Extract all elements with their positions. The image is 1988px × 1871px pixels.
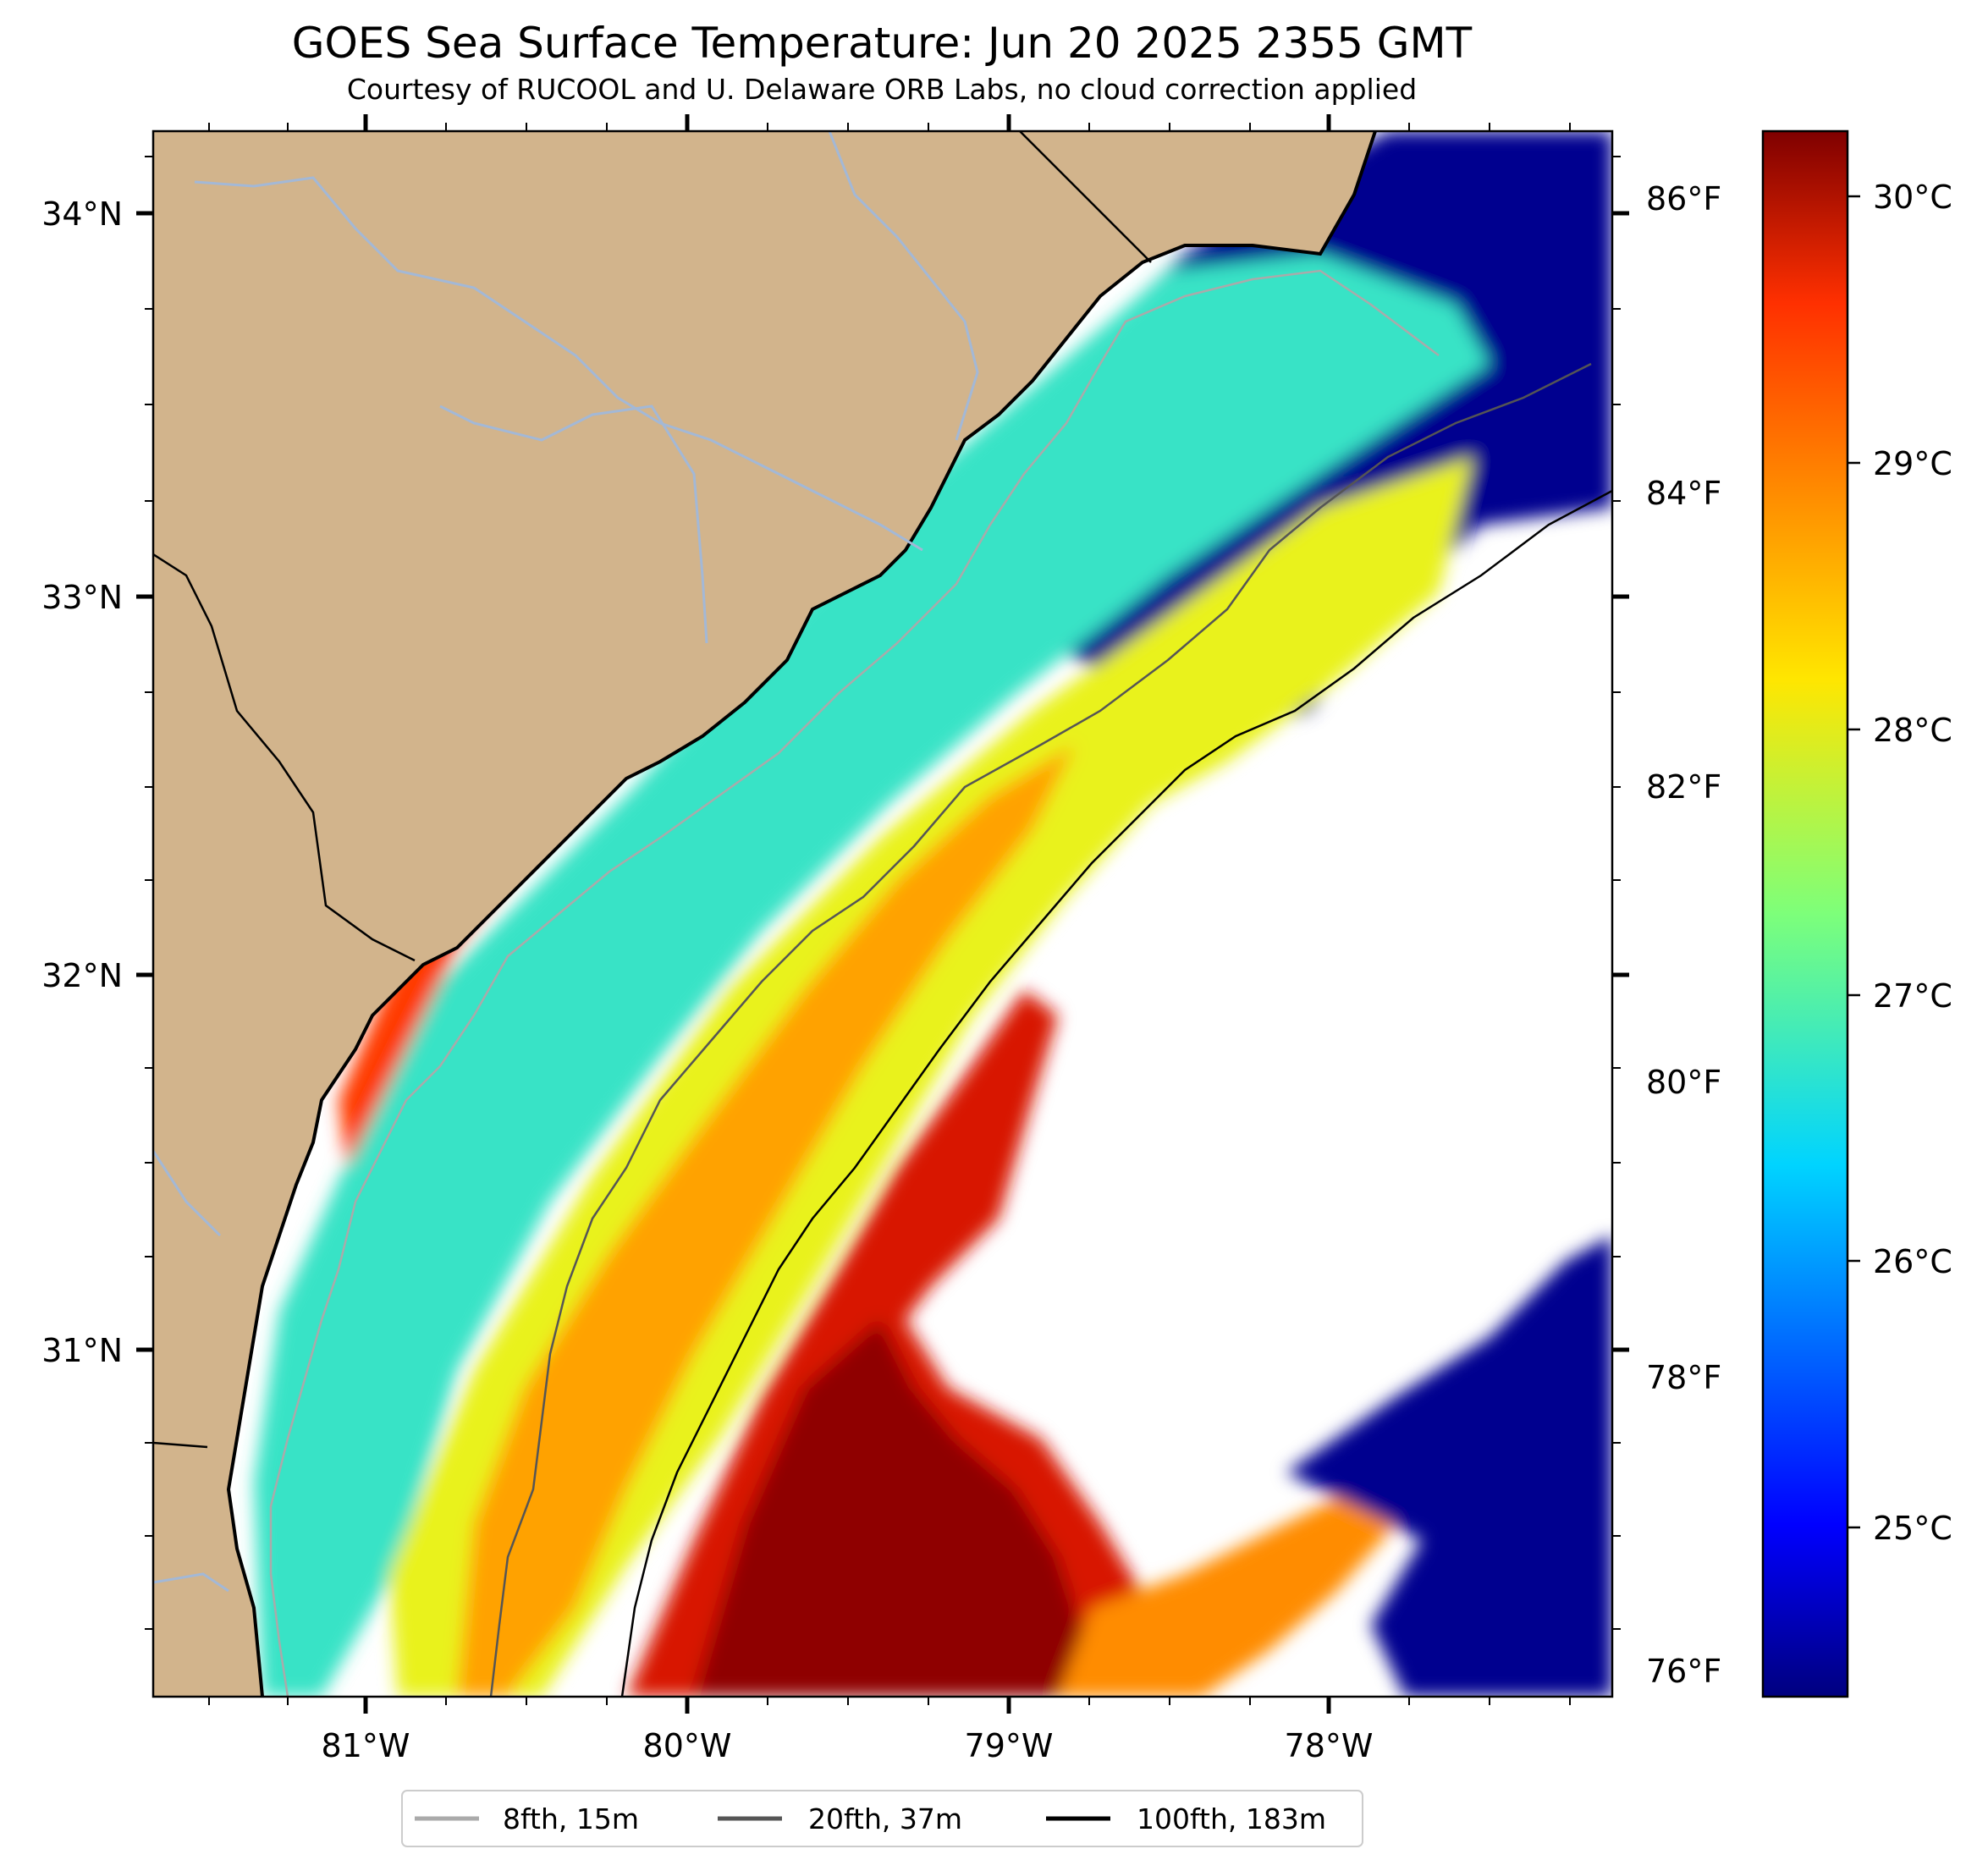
colorbar-label: 28°C xyxy=(1873,712,1952,749)
lat-minor-ticks xyxy=(145,156,1621,1630)
lon-label: 80°W xyxy=(643,1727,732,1764)
lat-label: 34°N xyxy=(41,195,123,233)
sst-region-southeast-warm xyxy=(1058,1489,1396,1697)
rivers xyxy=(153,131,979,1593)
coastline xyxy=(226,131,1377,1697)
lon-label: 79°W xyxy=(965,1727,1054,1764)
isobath-8fth xyxy=(269,269,1440,1697)
map-subtitle: Courtesy of RUCOOL and U. Delaware ORB L… xyxy=(347,73,1417,106)
lat-label: 31°N xyxy=(41,1332,123,1369)
fahrenheit-label: 84°F xyxy=(1646,475,1721,512)
lat-label: 33°N xyxy=(41,579,123,616)
lon-minor-ticks xyxy=(208,123,1571,1705)
colorbar-label: 25°C xyxy=(1873,1510,1952,1547)
fahrenheit-label: 86°F xyxy=(1646,180,1721,217)
land xyxy=(153,131,1375,1697)
fahrenheit-label: 76°F xyxy=(1646,1653,1721,1690)
colorbar-ticks xyxy=(1848,195,1860,1529)
fahrenheit-label: 78°F xyxy=(1646,1359,1721,1396)
lon-label: 81°W xyxy=(322,1727,410,1764)
lat-ticks xyxy=(136,211,1629,1352)
map-frame xyxy=(151,129,1614,1698)
legend-label-20fth: 20fth, 37m xyxy=(808,1802,962,1835)
colorbar-label: 29°C xyxy=(1873,445,1952,482)
sst-region-dark-red xyxy=(694,1320,1083,1697)
sst-region-orange xyxy=(457,745,1075,1697)
colorbar-label: 26°C xyxy=(1873,1243,1952,1280)
map-title: GOES Sea Surface Temperature: Jun 20 202… xyxy=(292,19,1473,68)
sst-region-southeast-cold xyxy=(1286,1235,1612,1697)
state-border xyxy=(1019,131,1152,263)
legend-box xyxy=(401,1790,1363,1847)
map-panel xyxy=(153,131,1612,1697)
lon-ticks xyxy=(363,114,1331,1714)
isobath-100fth xyxy=(620,489,1612,1697)
legend-label-8fth: 8fth, 15m xyxy=(503,1802,639,1835)
state-border xyxy=(153,1441,208,1449)
lat-label: 32°N xyxy=(41,957,123,994)
fahrenheit-label: 80°F xyxy=(1646,1064,1721,1101)
colorbar-label: 30°C xyxy=(1873,179,1952,216)
colorbar xyxy=(1761,129,1849,1698)
colorbar-label: 27°C xyxy=(1873,977,1952,1015)
fahrenheit-label: 82°F xyxy=(1646,768,1721,806)
sst-region-nearshore-warm xyxy=(339,762,584,1168)
legend-label-100fth: 100fth, 183m xyxy=(1137,1802,1326,1835)
isobath-20fth xyxy=(489,362,1592,1697)
legend: 8fth, 15m 20fth, 37m 100fth, 183m xyxy=(401,1790,1363,1847)
lon-label: 78°W xyxy=(1285,1727,1374,1764)
state-border xyxy=(153,553,416,962)
